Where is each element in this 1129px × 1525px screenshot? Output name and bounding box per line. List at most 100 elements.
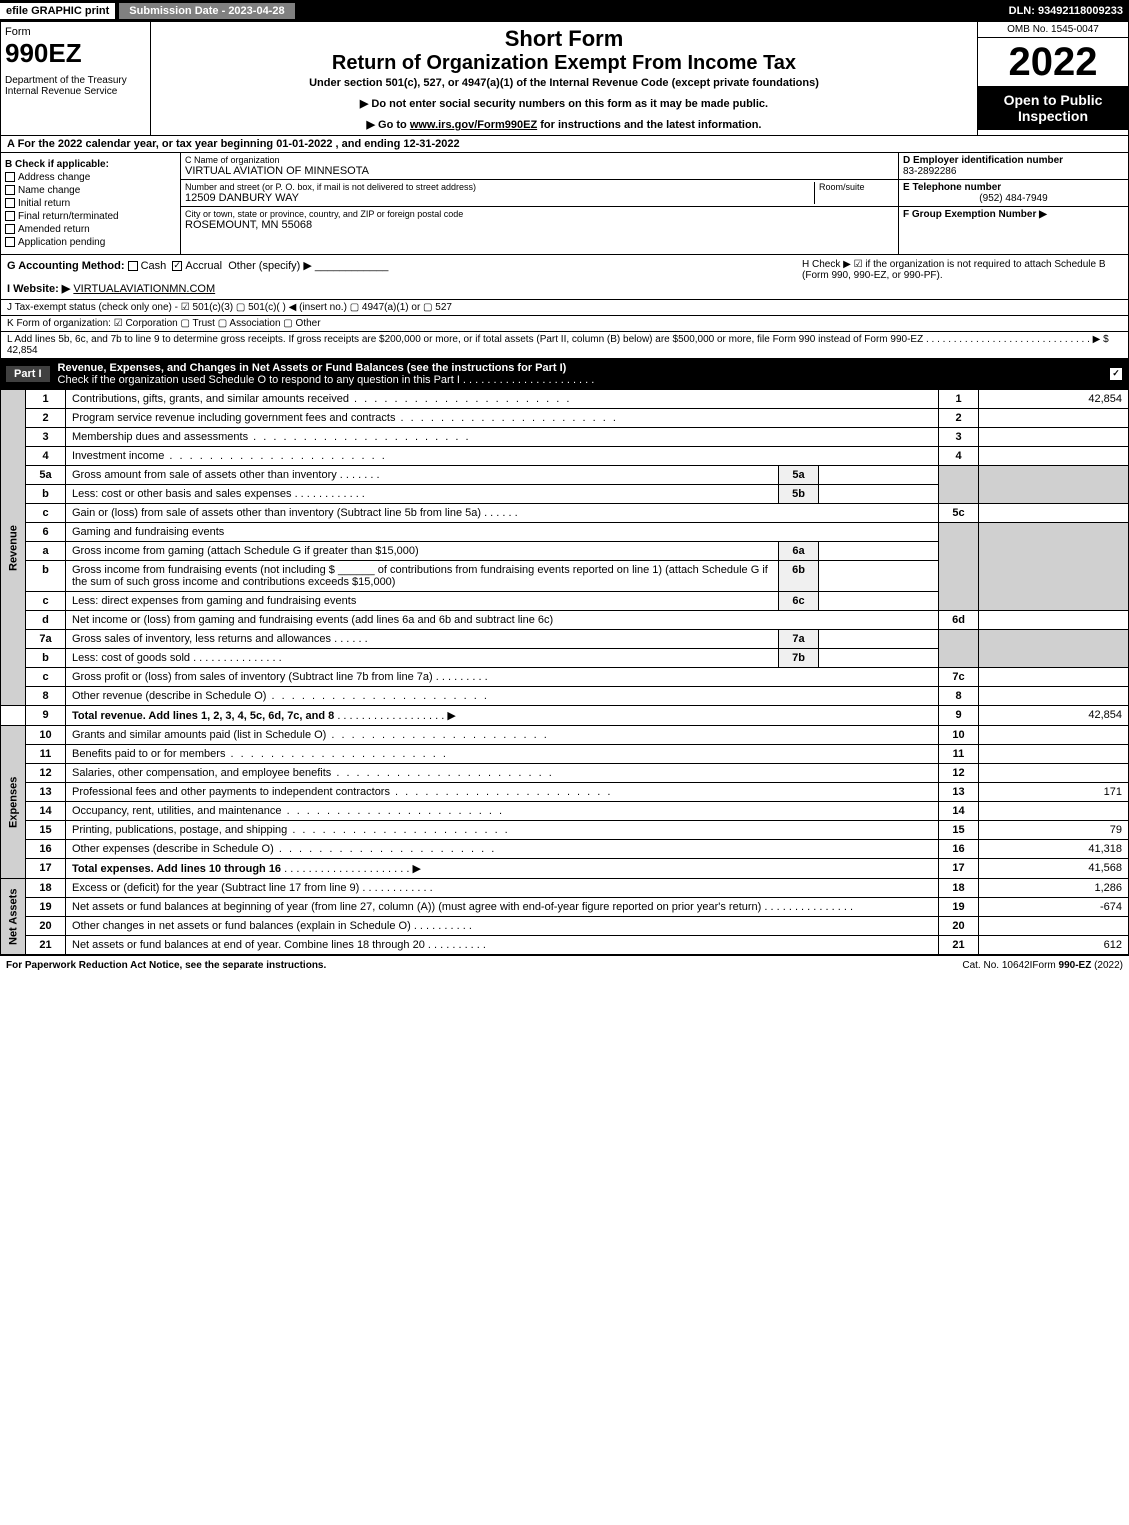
line-17-desc: Total expenses. Add lines 10 through 16 … xyxy=(66,859,939,879)
department: Department of the Treasury Internal Reve… xyxy=(5,75,146,97)
row-j: J Tax-exempt status (check only one) - ☑… xyxy=(0,300,1129,316)
row-l: L Add lines 5b, 6c, and 7b to line 9 to … xyxy=(0,332,1129,359)
part-1-check[interactable]: ✓ xyxy=(1109,367,1123,381)
line-1-val: 42,854 xyxy=(979,390,1129,409)
expenses-label: Expenses xyxy=(1,726,26,879)
submission-date: Submission Date - 2023-04-28 xyxy=(119,3,294,19)
part-1-title: Revenue, Expenses, and Changes in Net As… xyxy=(58,362,1109,386)
check-address[interactable]: Address change xyxy=(5,172,176,183)
check-initial[interactable]: Initial return xyxy=(5,198,176,209)
accounting-label: G Accounting Method: xyxy=(7,260,125,272)
room-label: Room/suite xyxy=(819,182,894,192)
efile-label[interactable]: efile GRAPHIC print xyxy=(0,3,115,19)
section-b-title: B Check if applicable: xyxy=(5,159,176,170)
line-7a-desc: Gross sales of inventory, less returns a… xyxy=(66,630,779,649)
line-6c-desc: Less: direct expenses from gaming and fu… xyxy=(66,592,779,611)
line-21-val: 612 xyxy=(979,936,1129,955)
line-15-val: 79 xyxy=(979,821,1129,840)
revenue-label: Revenue xyxy=(1,390,26,706)
check-cash[interactable] xyxy=(128,261,138,271)
lines-table: Revenue 1 Contributions, gifts, grants, … xyxy=(0,389,1129,955)
website-label: I Website: ▶ xyxy=(7,283,70,295)
line-20-desc: Other changes in net assets or fund bala… xyxy=(66,917,939,936)
row-k: K Form of organization: ☑ Corporation ▢ … xyxy=(0,316,1129,332)
website-value[interactable]: VIRTUALAVIATIONMN.COM xyxy=(73,283,215,295)
omb-number: OMB No. 1545-0047 xyxy=(978,22,1128,38)
form-subtitle: Under section 501(c), 527, or 4947(a)(1)… xyxy=(159,77,969,89)
line-13-desc: Professional fees and other payments to … xyxy=(66,783,939,802)
form-title: Return of Organization Exempt From Incom… xyxy=(159,52,969,75)
line-9-val: 42,854 xyxy=(979,706,1129,726)
header-right: OMB No. 1545-0047 2022 Open to Public In… xyxy=(978,22,1128,135)
line-6-desc: Gaming and fundraising events xyxy=(66,523,939,542)
org-name: VIRTUAL AVIATION OF MINNESOTA xyxy=(185,165,894,177)
line-14-desc: Occupancy, rent, utilities, and maintena… xyxy=(66,802,939,821)
check-amended[interactable]: Amended return xyxy=(5,224,176,235)
line-19-val: -674 xyxy=(979,898,1129,917)
form-note-2: ▶ Go to www.irs.gov/Form990EZ for instru… xyxy=(159,118,969,131)
line-1-num: 1 xyxy=(26,390,66,409)
line-16-desc: Other expenses (describe in Schedule O) xyxy=(66,840,939,859)
net-assets-label: Net Assets xyxy=(1,879,26,955)
form-number: 990EZ xyxy=(5,38,146,69)
line-17-val: 41,568 xyxy=(979,859,1129,879)
section-c: C Name of organization VIRTUAL AVIATION … xyxy=(181,153,898,254)
line-19-desc: Net assets or fund balances at beginning… xyxy=(66,898,939,917)
line-4-val xyxy=(979,447,1129,466)
org-address: 12509 DANBURY WAY xyxy=(185,192,814,204)
row-l-text: L Add lines 5b, 6c, and 7b to line 9 to … xyxy=(7,334,1109,345)
org-city: ROSEMOUNT, MN 55068 xyxy=(185,219,894,231)
footer-left: For Paperwork Reduction Act Notice, see … xyxy=(6,960,962,971)
section-d: D Employer identification number 83-2892… xyxy=(898,153,1128,254)
tax-year: 2022 xyxy=(978,38,1128,86)
footer-right: Form 990-EZ (2022) xyxy=(1032,960,1123,971)
row-l-amount: 42,854 xyxy=(7,345,38,356)
line-5a-desc: Gross amount from sale of assets other t… xyxy=(66,466,779,485)
header-left: Form 990EZ Department of the Treasury In… xyxy=(1,22,151,135)
line-3-val xyxy=(979,428,1129,447)
line-2-val xyxy=(979,409,1129,428)
line-8-desc: Other revenue (describe in Schedule O) xyxy=(66,687,939,706)
footer-mid: Cat. No. 10642I xyxy=(962,960,1032,971)
line-13-val: 171 xyxy=(979,783,1129,802)
footer: For Paperwork Reduction Act Notice, see … xyxy=(0,955,1129,975)
line-12-desc: Salaries, other compensation, and employ… xyxy=(66,764,939,783)
line-18-val: 1,286 xyxy=(979,879,1129,898)
line-4-desc: Investment income xyxy=(66,447,939,466)
part-1-header: Part I Revenue, Expenses, and Changes in… xyxy=(0,359,1129,389)
line-5c-desc: Gain or (loss) from sale of assets other… xyxy=(66,504,939,523)
group-exemption-label: F Group Exemption Number ▶ xyxy=(903,209,1124,220)
line-21-desc: Net assets or fund balances at end of ye… xyxy=(66,936,939,955)
part-1-label: Part I xyxy=(6,366,50,382)
ein-value: 83-2892286 xyxy=(903,166,1124,177)
section-b: B Check if applicable: Address change Na… xyxy=(1,153,181,254)
line-1-col: 1 xyxy=(939,390,979,409)
form-label: Form xyxy=(5,26,146,38)
section-g: G Accounting Method: Cash Accrual Other … xyxy=(7,259,802,295)
check-final[interactable]: Final return/terminated xyxy=(5,211,176,222)
row-a-tax-year: A For the 2022 calendar year, or tax yea… xyxy=(0,136,1129,153)
ein-label: D Employer identification number xyxy=(903,155,1124,166)
check-pending[interactable]: Application pending xyxy=(5,237,176,248)
line-11-desc: Benefits paid to or for members xyxy=(66,745,939,764)
irs-link[interactable]: www.irs.gov/Form990EZ xyxy=(410,119,537,131)
tel-label: E Telephone number xyxy=(903,182,1124,193)
header-center: Short Form Return of Organization Exempt… xyxy=(151,22,978,135)
line-6d-desc: Net income or (loss) from gaming and fun… xyxy=(66,611,939,630)
line-3-desc: Membership dues and assessments xyxy=(66,428,939,447)
line-7b-desc: Less: cost of goods sold . . . . . . . .… xyxy=(66,649,779,668)
form-header: Form 990EZ Department of the Treasury In… xyxy=(0,22,1129,136)
check-accrual[interactable] xyxy=(172,261,182,271)
line-1-desc: Contributions, gifts, grants, and simila… xyxy=(66,390,939,409)
open-to-public: Open to Public Inspection xyxy=(978,86,1128,130)
short-form-title: Short Form xyxy=(159,26,969,52)
dln: DLN: 93492118009233 xyxy=(1009,5,1129,17)
line-9-desc: Total revenue. Add lines 1, 2, 3, 4, 5c,… xyxy=(66,706,939,726)
line-10-desc: Grants and similar amounts paid (list in… xyxy=(66,726,939,745)
line-5a-mini: 5a xyxy=(779,466,819,485)
form-note-1: ▶ Do not enter social security numbers o… xyxy=(159,97,969,110)
city-label: City or town, state or province, country… xyxy=(185,209,894,219)
check-name[interactable]: Name change xyxy=(5,185,176,196)
line-6a-desc: Gross income from gaming (attach Schedul… xyxy=(66,542,779,561)
row-gh: G Accounting Method: Cash Accrual Other … xyxy=(0,255,1129,300)
